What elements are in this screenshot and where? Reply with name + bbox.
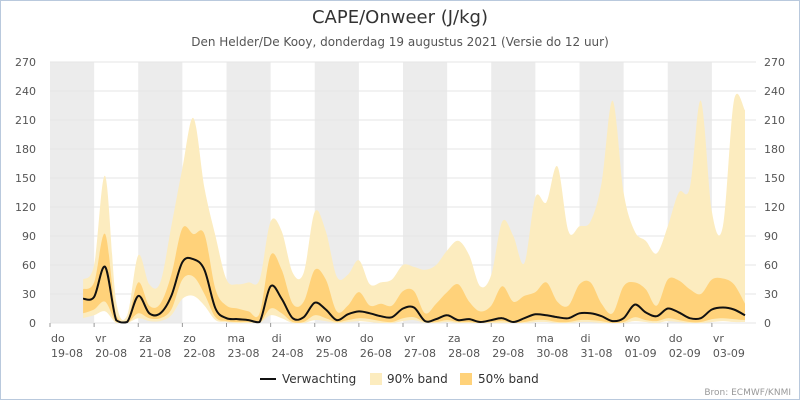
x-tick-date-20-08: 20-08 [95, 347, 127, 360]
legend-label-50-band: 50% band [478, 372, 539, 386]
y-tick-left-120: 120 [15, 201, 36, 214]
y-tick-right-240: 240 [764, 85, 785, 98]
x-tick-day-03-09: vr [713, 332, 725, 345]
legend-item-verwachting[interactable]: Verwachting [260, 372, 356, 386]
y-tick-right-0: 0 [764, 317, 771, 330]
y-tick-left-210: 210 [15, 114, 36, 127]
x-tick-date-19-08: 19-08 [51, 347, 83, 360]
y-tick-right-90: 90 [764, 230, 778, 243]
x-tick-date-28-08: 28-08 [448, 347, 480, 360]
x-tick-date-01-09: 01-09 [625, 347, 657, 360]
legend-swatch-90-band [370, 373, 382, 385]
y-axis-left: 0 30 60 90 120 150 180 210 240 270 [15, 56, 36, 330]
y-tick-left-180: 180 [15, 143, 36, 156]
y-tick-right-180: 180 [764, 143, 785, 156]
x-tick-day-24-08: di [272, 332, 282, 345]
chart-title: CAPE/Onweer (J/kg) [312, 7, 488, 28]
y-tick-right-150: 150 [764, 172, 785, 185]
x-tick-day-26-08: do [360, 332, 374, 345]
x-tick-date-21-08: 21-08 [139, 347, 171, 360]
y-tick-left-0: 0 [29, 317, 36, 330]
legend: Verwachting 90% band 50% band [260, 372, 539, 386]
chart-subtitle: Den Helder/De Kooy, donderdag 19 augustu… [191, 35, 609, 49]
legend-item-50-band[interactable]: 50% band [460, 372, 539, 386]
x-tick-day-30-08: ma [536, 332, 553, 345]
x-tick-day-29-08: zo [492, 332, 505, 345]
x-tick-day-27-08: vr [404, 332, 416, 345]
y-tick-right-210: 210 [764, 114, 785, 127]
x-tick-day-28-08: za [448, 332, 461, 345]
x-tick-day-01-09: wo [625, 332, 641, 345]
y-tick-right-30: 30 [764, 288, 778, 301]
y-tick-left-270: 270 [15, 56, 36, 69]
legend-item-90-band[interactable]: 90% band [370, 372, 448, 386]
x-tick-date-27-08: 27-08 [404, 347, 436, 360]
y-tick-right-60: 60 [764, 259, 778, 272]
x-tick-date-24-08: 24-08 [272, 347, 304, 360]
x-tick-date-22-08: 22-08 [183, 347, 215, 360]
x-tick-day-22-08: zo [183, 332, 196, 345]
x-tick-date-02-09: 02-09 [669, 347, 701, 360]
x-axis: do 19-08 vr 20-08 za 21-08 zo 22-08 ma 23-08 di 24-… [49, 323, 745, 360]
y-tick-right-120: 120 [764, 201, 785, 214]
y-tick-left-60: 60 [22, 259, 36, 272]
bands [83, 93, 746, 324]
x-tick-date-26-08: 26-08 [360, 347, 392, 360]
x-tick-date-03-09: 03-09 [713, 347, 745, 360]
legend-swatch-50-band [460, 373, 472, 385]
x-tick-day-21-08: za [139, 332, 152, 345]
y-tick-left-150: 150 [15, 172, 36, 185]
y-axis-right: 0 30 60 90 120 150 180 210 240 270 [764, 56, 785, 330]
source-credit: Bron: ECMWF/KNMI [704, 388, 791, 398]
x-tick-day-25-08: wo [316, 332, 332, 345]
forecast-lines [82, 256, 746, 324]
band-50-percent [83, 226, 746, 323]
x-tick-date-30-08: 30-08 [536, 347, 568, 360]
x-tick-day-31-08: di [581, 332, 591, 345]
forecast-line [82, 256, 746, 324]
x-tick-date-25-08: 25-08 [316, 347, 348, 360]
x-tick-day-02-09: do [669, 332, 683, 345]
y-tick-left-90: 90 [22, 230, 36, 243]
band-90-percent [83, 93, 746, 324]
x-tick-date-23-08: 23-08 [228, 347, 260, 360]
x-tick-date-29-08: 29-08 [492, 347, 524, 360]
y-tick-left-30: 30 [22, 288, 36, 301]
x-tick-day-23-08: ma [228, 332, 245, 345]
legend-label-verwachting: Verwachting [282, 372, 356, 386]
y-tick-right-270: 270 [764, 56, 785, 69]
x-tick-day-20-08: vr [95, 332, 107, 345]
legend-label-90-band: 90% band [387, 372, 448, 386]
x-tick-date-31-08: 31-08 [581, 347, 613, 360]
y-tick-left-240: 240 [15, 85, 36, 98]
x-tick-day-19-08: do [51, 332, 65, 345]
